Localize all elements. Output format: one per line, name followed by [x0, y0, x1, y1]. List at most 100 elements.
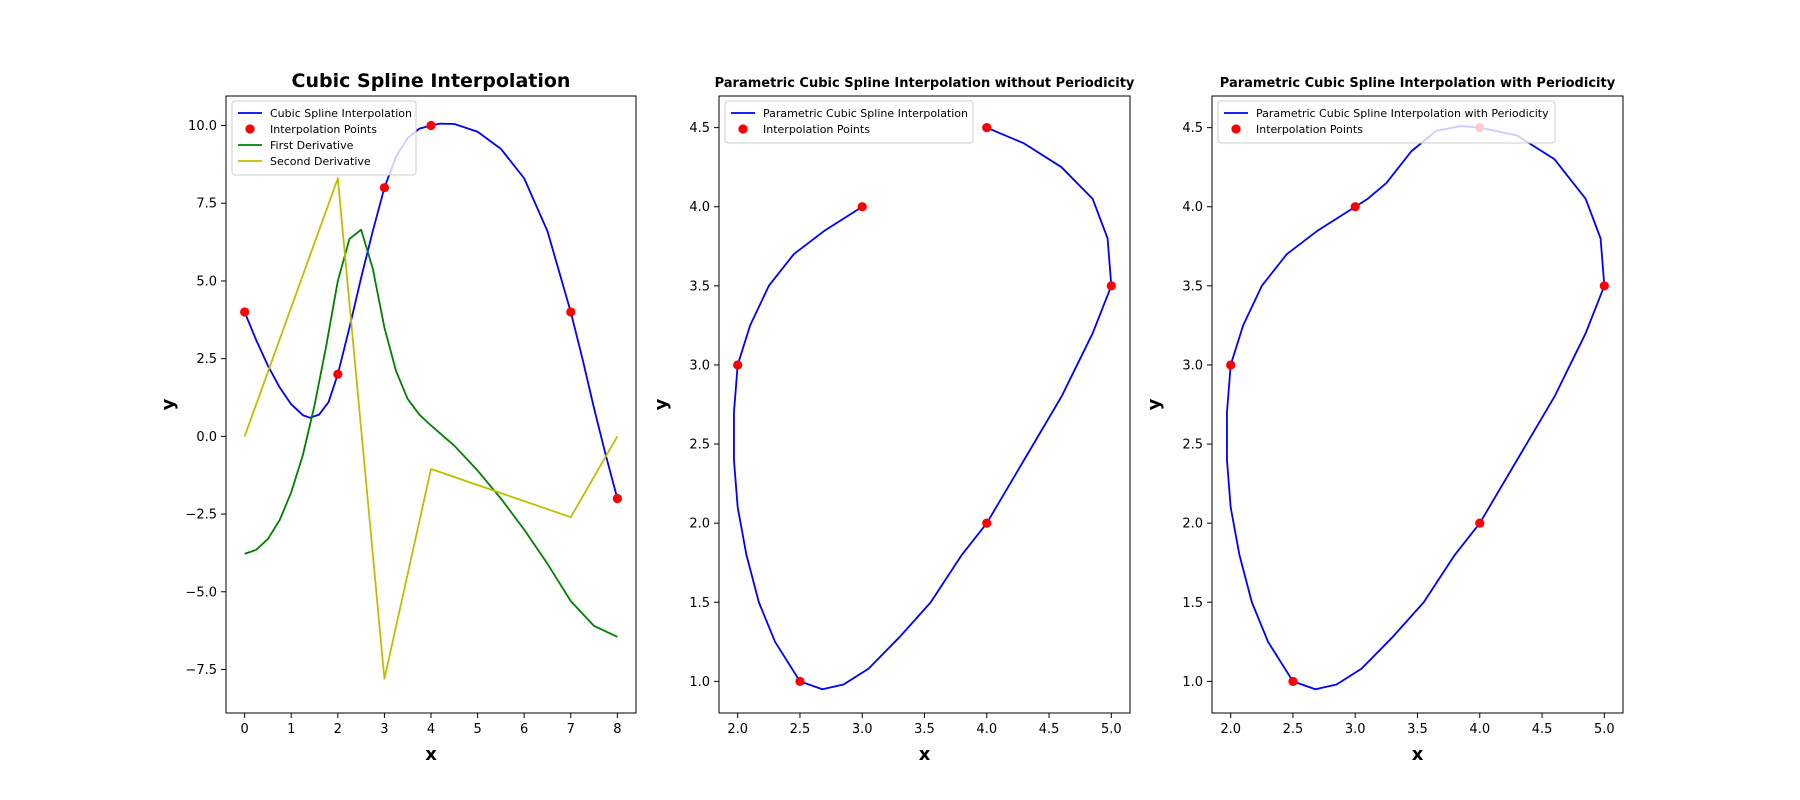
- y-tick-label: 10.0: [188, 119, 217, 134]
- x-tick-label: 2: [334, 722, 342, 737]
- x-tick-label: 3: [380, 722, 388, 737]
- x-tick-label: 5.0: [1101, 722, 1122, 737]
- legend-entry: Second Derivative: [270, 155, 371, 168]
- y-tick-label: 1.5: [1182, 596, 1203, 611]
- x-axis-label: x: [425, 744, 437, 765]
- y-tick-label: 3.5: [1182, 279, 1203, 294]
- x-tick-label: 1: [287, 722, 295, 737]
- y-tick-label: 5.0: [196, 274, 217, 289]
- y-tick-label: 0.0: [196, 430, 217, 445]
- legend: Cubic Spline Interpolation Interpolation …: [231, 100, 417, 176]
- legend: Parametric Cubic Spline Interpolation Int…: [724, 100, 974, 144]
- chart-title: Parametric Cubic Spline Interpolation wi…: [715, 76, 1135, 91]
- data-point-3: [379, 183, 390, 193]
- chart-title: Cubic Spline Interpolation: [292, 70, 571, 92]
- plot-area: [733, 123, 1116, 691]
- data-point-4: [1475, 518, 1485, 528]
- data-point-3: [795, 676, 805, 686]
- data-point-2: [733, 360, 743, 370]
- legend: Parametric Cubic Spline Interpolation wi…: [1217, 100, 1556, 144]
- x-tick-label: 8: [613, 722, 621, 737]
- y-axis-label: y: [158, 398, 179, 410]
- data-point-1: [857, 202, 867, 212]
- data-point-5: [1106, 281, 1116, 291]
- x-tick-label: 2.0: [727, 722, 748, 737]
- x-tick-label: 2.0: [1220, 722, 1241, 737]
- x-tick-label: 2.5: [790, 722, 811, 737]
- x-tick-label: 4.5: [1039, 722, 1060, 737]
- subplot-2: 2.0 2.5 3.0 3.5 4.0 4.5 5.0 1.0 1.5 2.0 2.5 3.0 3.5 4…: [651, 76, 1135, 765]
- y-tick-label: 3.0: [1182, 358, 1203, 373]
- legend-entry: Cubic Spline Interpolation: [270, 107, 412, 120]
- series-line-1: [1226, 125, 1606, 691]
- y-tick-label: −2.5: [185, 508, 217, 523]
- y-axis-label: y: [1144, 398, 1165, 410]
- y-tick-label: −7.5: [185, 663, 217, 678]
- data-point-4: [982, 518, 992, 528]
- x-tick-label: 4.0: [1469, 722, 1490, 737]
- x-tick-label: 6: [520, 722, 528, 737]
- x-tick-label: 3.5: [1407, 722, 1428, 737]
- y-tick-label: 2.5: [689, 438, 710, 453]
- y-tick-label: 2.0: [689, 517, 710, 532]
- y-tick-label: 1.5: [689, 596, 710, 611]
- data-point-3: [1288, 676, 1298, 686]
- x-axis-label: x: [919, 744, 931, 765]
- plot-area: [1226, 123, 1609, 691]
- y-tick-label: 2.5: [1182, 438, 1203, 453]
- legend-swatch-marker: [738, 124, 748, 134]
- y-tick-label: 4.0: [1182, 200, 1203, 215]
- y-tick-label: −5.0: [185, 585, 217, 600]
- data-point-5: [566, 307, 576, 317]
- legend-box: [724, 100, 974, 144]
- chart-title: Parametric Cubic Spline Interpolation wi…: [1220, 76, 1616, 91]
- y-tick-label: 4.0: [689, 200, 710, 215]
- legend-entry: Parametric Cubic Spline Interpolation: [763, 107, 968, 120]
- y-tick-label: 2.0: [1182, 517, 1203, 532]
- legend-entry: Parametric Cubic Spline Interpolation wi…: [1256, 107, 1549, 120]
- x-tick-label: 3.5: [914, 722, 935, 737]
- data-point-1: [240, 307, 250, 317]
- plot-area: [240, 120, 622, 680]
- series-line-4: [243, 177, 619, 680]
- legend-box: [231, 100, 417, 176]
- legend-entry: Interpolation Points: [1256, 123, 1363, 136]
- y-axis-label: y: [651, 398, 672, 410]
- series-line-1: [733, 126, 1113, 691]
- axes-frame: [225, 95, 637, 714]
- y-tick-label: 1.0: [689, 675, 710, 690]
- y-tick-label: 1.0: [1182, 675, 1203, 690]
- x-tick-label: 4: [427, 722, 435, 737]
- x-tick-label: 2.5: [1283, 722, 1304, 737]
- legend-swatch-marker: [245, 124, 255, 134]
- y-tick-label: 3.0: [689, 358, 710, 373]
- y-tick-label: 3.5: [689, 279, 710, 294]
- series-line-1: [243, 122, 619, 499]
- data-point-2: [333, 369, 343, 379]
- legend-entry: Interpolation Points: [270, 123, 377, 136]
- data-point-6: [982, 123, 992, 133]
- x-tick-label: 0: [240, 722, 248, 737]
- legend-box: [1217, 100, 1556, 144]
- axes-frame: [1211, 95, 1624, 714]
- y-tick-label: 4.5: [689, 121, 710, 136]
- data-point-6: [612, 493, 622, 504]
- legend-entry: First Derivative: [270, 139, 354, 152]
- data-point-2: [1226, 360, 1236, 370]
- x-tick-label: 3.0: [852, 722, 873, 737]
- x-tick-label: 4.5: [1532, 722, 1553, 737]
- axes-frame: [718, 95, 1131, 714]
- x-tick-label: 5.0: [1594, 722, 1615, 737]
- data-point-5: [1599, 281, 1609, 291]
- x-tick-label: 3.0: [1345, 722, 1366, 737]
- legend-swatch-marker: [1231, 124, 1241, 134]
- legend-entry: Interpolation Points: [763, 123, 870, 136]
- series-line-3: [244, 228, 618, 638]
- data-point-4: [426, 120, 436, 131]
- x-axis-label: x: [1412, 744, 1424, 765]
- data-point-1: [1350, 202, 1360, 212]
- y-tick-label: 7.5: [196, 197, 217, 212]
- y-tick-label: 4.5: [1182, 121, 1203, 136]
- x-tick-label: 4.0: [976, 722, 997, 737]
